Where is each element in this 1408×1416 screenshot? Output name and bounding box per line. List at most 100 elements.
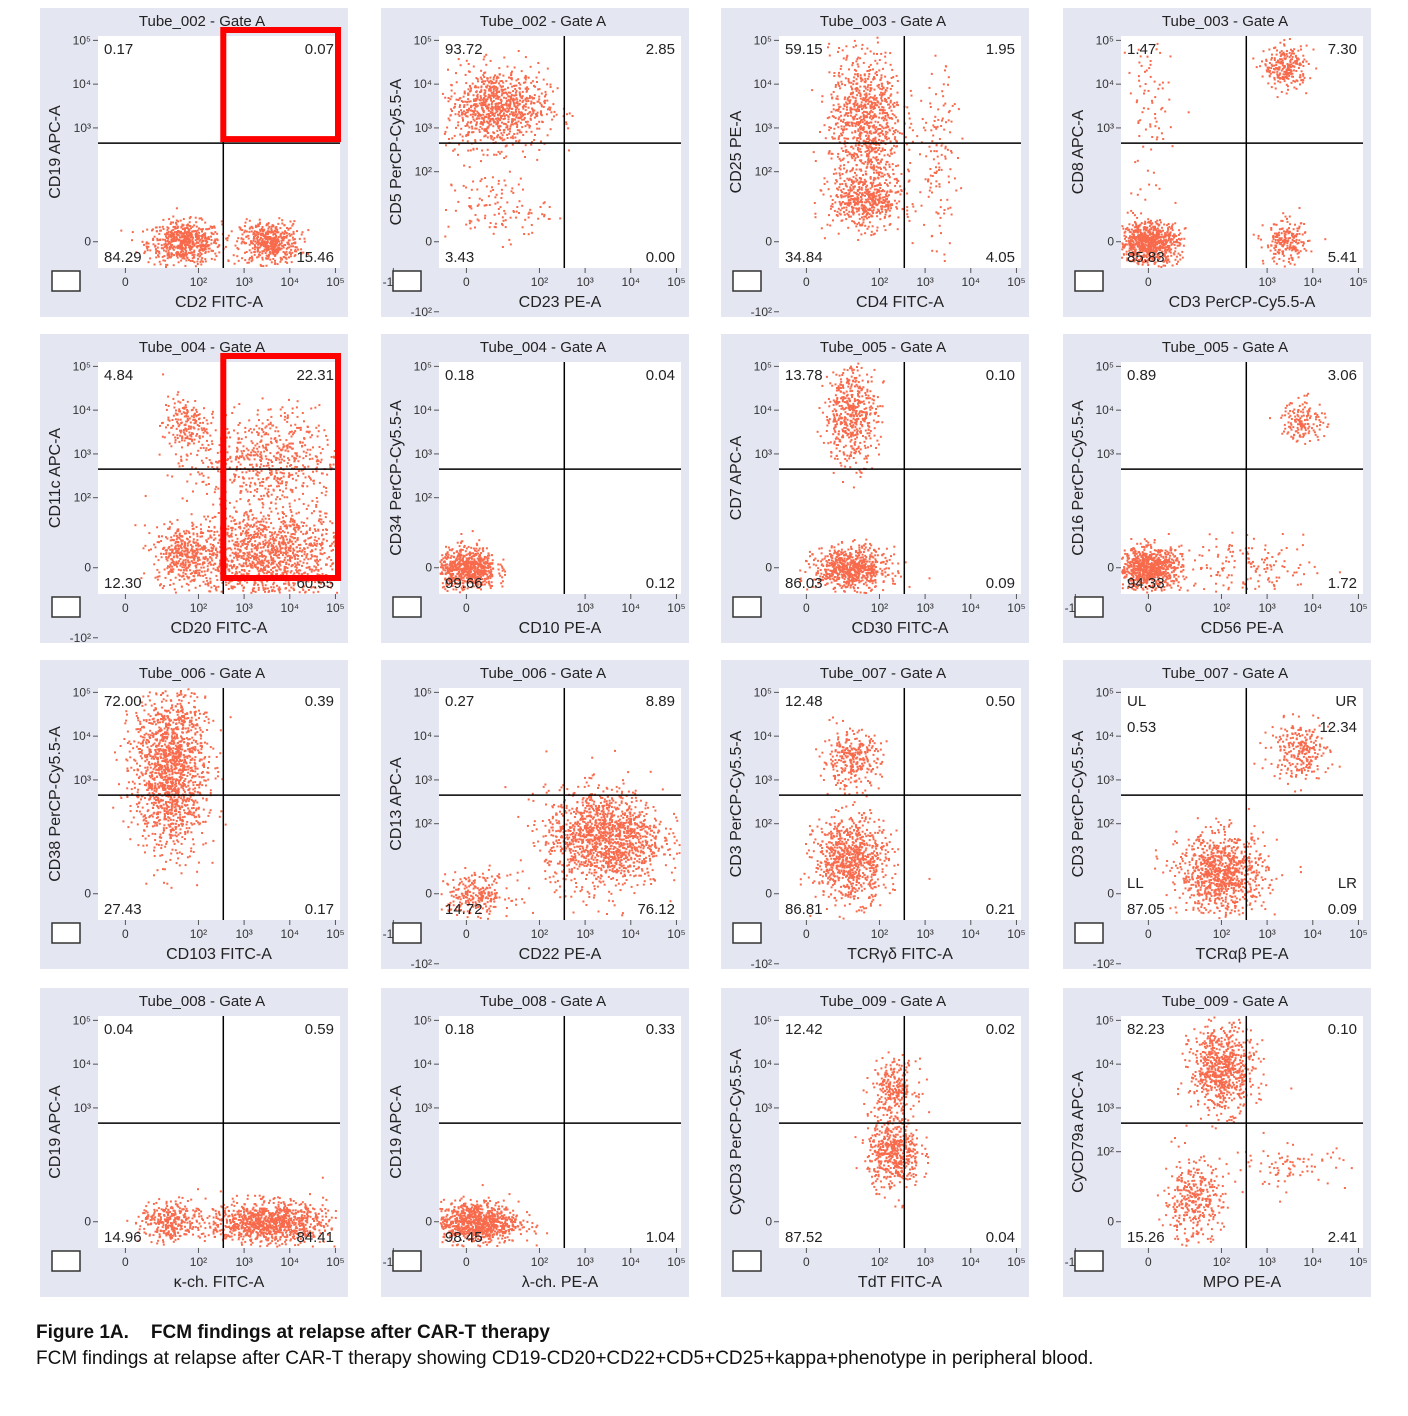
event-dot bbox=[1137, 237, 1140, 240]
event-dot bbox=[890, 109, 893, 112]
event-dot bbox=[1168, 237, 1170, 240]
event-dot bbox=[253, 244, 256, 247]
event-dot bbox=[189, 216, 192, 218]
event-dot bbox=[894, 136, 897, 139]
event-dot bbox=[513, 133, 516, 135]
event-dot bbox=[462, 95, 465, 98]
event-dot bbox=[510, 94, 513, 96]
event-dot bbox=[1290, 75, 1293, 78]
event-dot bbox=[847, 179, 850, 182]
event-dot bbox=[516, 98, 519, 101]
event-dot bbox=[159, 229, 162, 232]
event-dot bbox=[1149, 242, 1152, 245]
event-dot bbox=[1150, 219, 1152, 222]
event-dot bbox=[555, 113, 558, 116]
event-dot bbox=[849, 188, 852, 191]
event-dot bbox=[255, 234, 258, 237]
event-dot bbox=[906, 206, 909, 209]
event-dot bbox=[1152, 225, 1155, 228]
event-dot bbox=[237, 259, 240, 262]
event-dot bbox=[1272, 236, 1275, 238]
event-dot bbox=[1132, 255, 1135, 258]
event-dot bbox=[814, 212, 817, 215]
event-dot bbox=[522, 134, 525, 136]
event-dot bbox=[1286, 50, 1288, 53]
event-dot bbox=[1299, 45, 1302, 48]
event-dot bbox=[525, 76, 528, 79]
event-dot bbox=[1300, 241, 1303, 244]
event-dot bbox=[165, 233, 168, 236]
event-dot bbox=[483, 116, 486, 119]
event-dot bbox=[874, 98, 877, 101]
event-dot bbox=[487, 132, 490, 134]
event-dot bbox=[474, 105, 477, 108]
event-dot bbox=[527, 76, 530, 79]
event-dot bbox=[492, 113, 495, 116]
event-dot bbox=[175, 235, 178, 238]
event-dot bbox=[1139, 85, 1142, 88]
event-dot bbox=[1135, 239, 1138, 242]
event-dot bbox=[492, 78, 495, 81]
event-dot bbox=[447, 117, 450, 120]
event-dot bbox=[891, 204, 894, 206]
event-dot bbox=[488, 226, 491, 229]
event-dot bbox=[284, 260, 287, 263]
event-dot bbox=[211, 226, 214, 229]
event-dot bbox=[950, 120, 953, 123]
event-dot bbox=[201, 218, 204, 221]
event-dot bbox=[873, 171, 875, 174]
event-dot bbox=[1158, 233, 1161, 236]
event-dot bbox=[280, 239, 283, 242]
event-dot bbox=[1150, 227, 1153, 230]
event-dot bbox=[1296, 230, 1299, 232]
event-dot bbox=[843, 192, 846, 195]
event-dot bbox=[1136, 99, 1139, 102]
event-dot bbox=[292, 238, 295, 241]
event-dot bbox=[881, 88, 884, 91]
event-dot bbox=[1175, 239, 1178, 241]
event-dot bbox=[933, 126, 936, 129]
event-dot bbox=[1271, 53, 1273, 56]
event-dot bbox=[536, 100, 539, 103]
event-dot bbox=[483, 93, 486, 96]
event-dot bbox=[187, 223, 189, 226]
event-dot bbox=[248, 243, 251, 246]
event-dot bbox=[874, 120, 877, 123]
event-dot bbox=[862, 162, 865, 165]
event-dot bbox=[1276, 49, 1278, 52]
event-dot bbox=[484, 91, 487, 94]
event-dot bbox=[191, 246, 194, 249]
event-dot bbox=[482, 82, 485, 85]
event-dot bbox=[881, 92, 884, 95]
event-dot bbox=[851, 87, 853, 90]
event-dot bbox=[197, 257, 199, 260]
event-dot bbox=[519, 177, 522, 180]
event-dot bbox=[168, 253, 171, 256]
event-dot bbox=[210, 257, 213, 260]
event-dot bbox=[873, 188, 876, 191]
event-dot bbox=[280, 242, 283, 245]
event-dot bbox=[856, 203, 859, 206]
event-dot bbox=[553, 115, 555, 118]
event-dot bbox=[837, 232, 840, 235]
event-dot bbox=[1174, 250, 1177, 253]
event-dot bbox=[476, 110, 479, 113]
event-dot bbox=[504, 226, 507, 229]
event-dot bbox=[872, 212, 875, 215]
event-dot bbox=[1177, 252, 1180, 255]
event-dot bbox=[871, 166, 874, 169]
event-dot bbox=[865, 185, 868, 188]
y-tick-label: 10³ bbox=[1097, 121, 1114, 135]
event-dot bbox=[204, 232, 207, 235]
event-dot bbox=[942, 104, 945, 107]
event-dot bbox=[831, 136, 834, 139]
event-dot bbox=[1152, 236, 1155, 239]
event-dot bbox=[869, 104, 872, 107]
event-dot bbox=[1121, 248, 1124, 251]
event-dot bbox=[858, 110, 860, 112]
event-dot bbox=[858, 168, 861, 171]
event-dot bbox=[852, 167, 854, 170]
event-dot bbox=[849, 99, 852, 102]
event-dot bbox=[519, 83, 522, 86]
